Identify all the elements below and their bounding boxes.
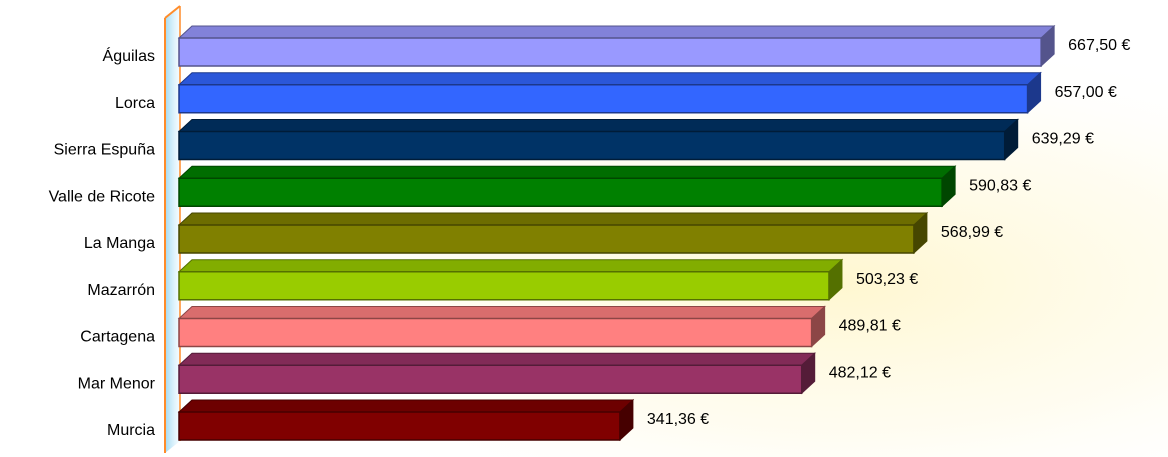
bar-top-face: [177, 119, 1019, 132]
bar-8: [177, 352, 816, 395]
category-label: Sierra Espuña: [54, 142, 155, 159]
value-label: 657,00 €: [1055, 84, 1117, 101]
bar-1: [177, 24, 1056, 68]
bar-6: [177, 258, 844, 301]
value-label: 503,23 €: [856, 271, 918, 288]
bar-2: [177, 71, 1042, 114]
value-label: 482,12 €: [829, 364, 891, 381]
category-label: Mazarrón: [87, 282, 155, 299]
bar-front-face: [178, 224, 915, 254]
bar-top-face: [177, 306, 826, 319]
bar-front-face: [178, 364, 803, 394]
bar-front-face: [178, 130, 1006, 161]
bar-front-face: [178, 84, 1029, 114]
category-label: Valle de Ricote: [49, 188, 156, 205]
chart-back-wall: [165, 6, 180, 453]
category-label: Mar Menor: [78, 375, 156, 392]
bar-front-face: [178, 37, 1042, 67]
value-label: 639,29 €: [1032, 131, 1094, 148]
value-label: 590,83 €: [969, 177, 1031, 194]
y-axis-depth-top: [164, 5, 181, 19]
bar-front-face: [178, 271, 830, 301]
bar-3: [177, 118, 1019, 161]
bar-front-face: [178, 317, 813, 348]
bar-4: [177, 165, 957, 208]
bar-5: [177, 211, 929, 255]
category-label: Lorca: [115, 95, 155, 112]
value-label: 341,36 €: [647, 411, 709, 428]
bar-top-face: [177, 259, 844, 273]
bar-top-face: [177, 72, 1042, 86]
bar-front-face: [178, 177, 943, 207]
bar-front-face: [178, 411, 621, 441]
value-label: 667,50 €: [1068, 37, 1130, 54]
bar-top-face: [177, 352, 816, 366]
category-label: Cartagena: [80, 329, 155, 346]
bar-top-face: [177, 399, 635, 413]
bar-top-face: [177, 212, 929, 226]
bar-top-face: [177, 165, 957, 179]
category-label: Águilas: [103, 46, 155, 65]
category-label: La Manga: [84, 235, 155, 252]
bar-top-face: [177, 25, 1056, 39]
value-label: 489,81 €: [839, 318, 901, 335]
bar-9: [177, 398, 635, 442]
bar-7: [177, 305, 826, 348]
value-label: 568,99 €: [941, 224, 1003, 241]
category-label: Murcia: [107, 422, 155, 439]
